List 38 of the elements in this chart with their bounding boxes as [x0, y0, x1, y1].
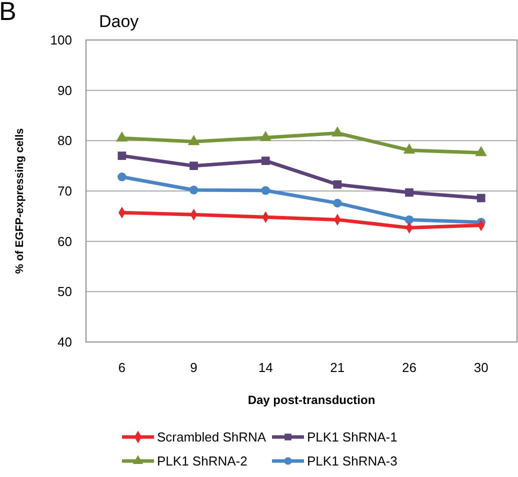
- y-tick-label: 80: [58, 133, 72, 148]
- point: [118, 152, 126, 160]
- point: [116, 131, 128, 142]
- point: [403, 143, 416, 154]
- x-tick-label: 30: [474, 360, 488, 375]
- legend-label: Scrambled ShRNA: [157, 430, 266, 445]
- point: [333, 198, 342, 208]
- chart-title: Daoy: [99, 12, 140, 31]
- point: [260, 130, 272, 142]
- point: [476, 194, 486, 202]
- x-tick-label: 26: [402, 360, 416, 375]
- x-tick-label: 21: [330, 360, 345, 375]
- point: [404, 215, 414, 224]
- point: [332, 126, 344, 137]
- x-axis-title: Day post-transduction: [248, 393, 376, 407]
- point: [475, 146, 487, 156]
- point: [190, 162, 198, 170]
- text: B: [0, 0, 16, 26]
- y-tick-label: 90: [58, 82, 72, 98]
- point: [333, 180, 342, 189]
- y-tick-label: 50: [58, 284, 72, 300]
- point: [189, 186, 198, 194]
- point: [405, 188, 414, 197]
- y-tick-label: 70: [58, 184, 72, 199]
- x-tick-label: 9: [190, 360, 198, 375]
- point: [261, 156, 270, 165]
- x-tick-label: 6: [118, 360, 126, 375]
- y-axis-title: % of EGFP-expressing cells: [14, 128, 26, 274]
- legend-label: PLK1 ShRNA-2: [157, 454, 248, 469]
- point: [261, 186, 270, 195]
- x-tick-label: 14: [258, 360, 273, 375]
- legend-label: PLK1 ShRNA-3: [307, 454, 398, 469]
- legend-label: PLK1 ShRNA-1: [307, 430, 398, 445]
- point: [118, 172, 126, 182]
- y-tick-label: 60: [58, 234, 72, 249]
- y-tick-label: 100: [50, 32, 72, 48]
- y-tick-label: 40: [58, 334, 72, 350]
- point: [188, 134, 200, 146]
